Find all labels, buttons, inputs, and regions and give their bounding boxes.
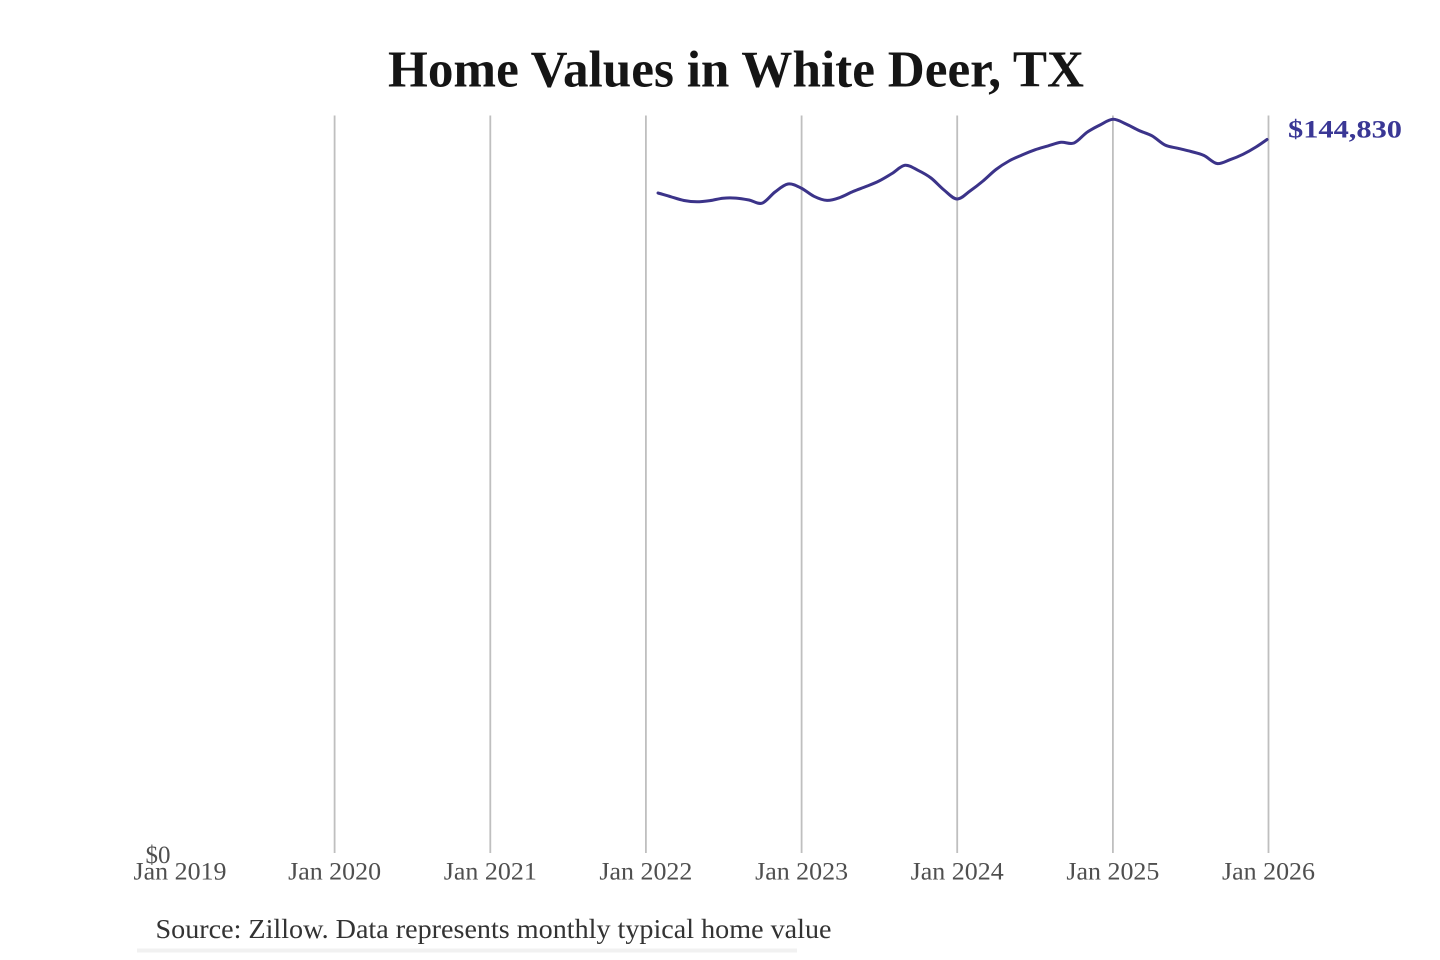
svg-text:Home Values in White Deer, TX: Home Values in White Deer, TX <box>388 41 1084 98</box>
svg-text:Jan 2024: Jan 2024 <box>911 858 1005 885</box>
svg-text:Jan 2022: Jan 2022 <box>599 858 692 885</box>
svg-text:Jan 2019: Jan 2019 <box>134 858 227 885</box>
svg-text:Source: Zillow. Data represent: Source: Zillow. Data represents monthly … <box>156 914 832 944</box>
svg-text:Jan 2025: Jan 2025 <box>1066 858 1159 885</box>
svg-text:Jan 2023: Jan 2023 <box>755 858 848 885</box>
svg-text:Jan 2026: Jan 2026 <box>1222 858 1315 885</box>
svg-text:Jan 2020: Jan 2020 <box>288 858 381 885</box>
svg-text:$144,830: $144,830 <box>1288 115 1402 144</box>
svg-text:$0: $0 <box>146 842 171 869</box>
svg-text:Jan 2021: Jan 2021 <box>444 858 537 885</box>
